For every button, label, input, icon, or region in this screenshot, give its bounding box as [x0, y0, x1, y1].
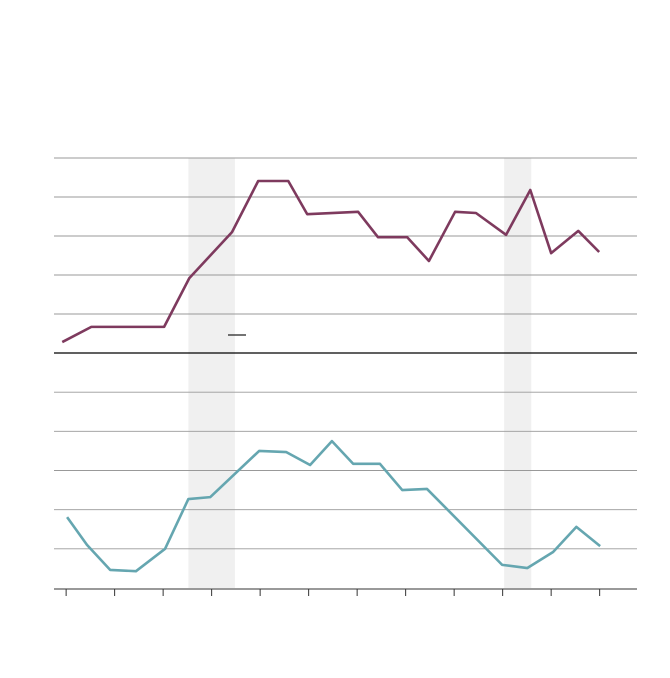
series-line	[66, 439, 601, 573]
shaded-period	[504, 158, 532, 588]
line-layer	[61, 179, 601, 573]
series-line	[61, 179, 601, 344]
grid-layer	[54, 157, 637, 596]
shaded-period	[188, 158, 235, 588]
shading-layer	[188, 158, 532, 588]
